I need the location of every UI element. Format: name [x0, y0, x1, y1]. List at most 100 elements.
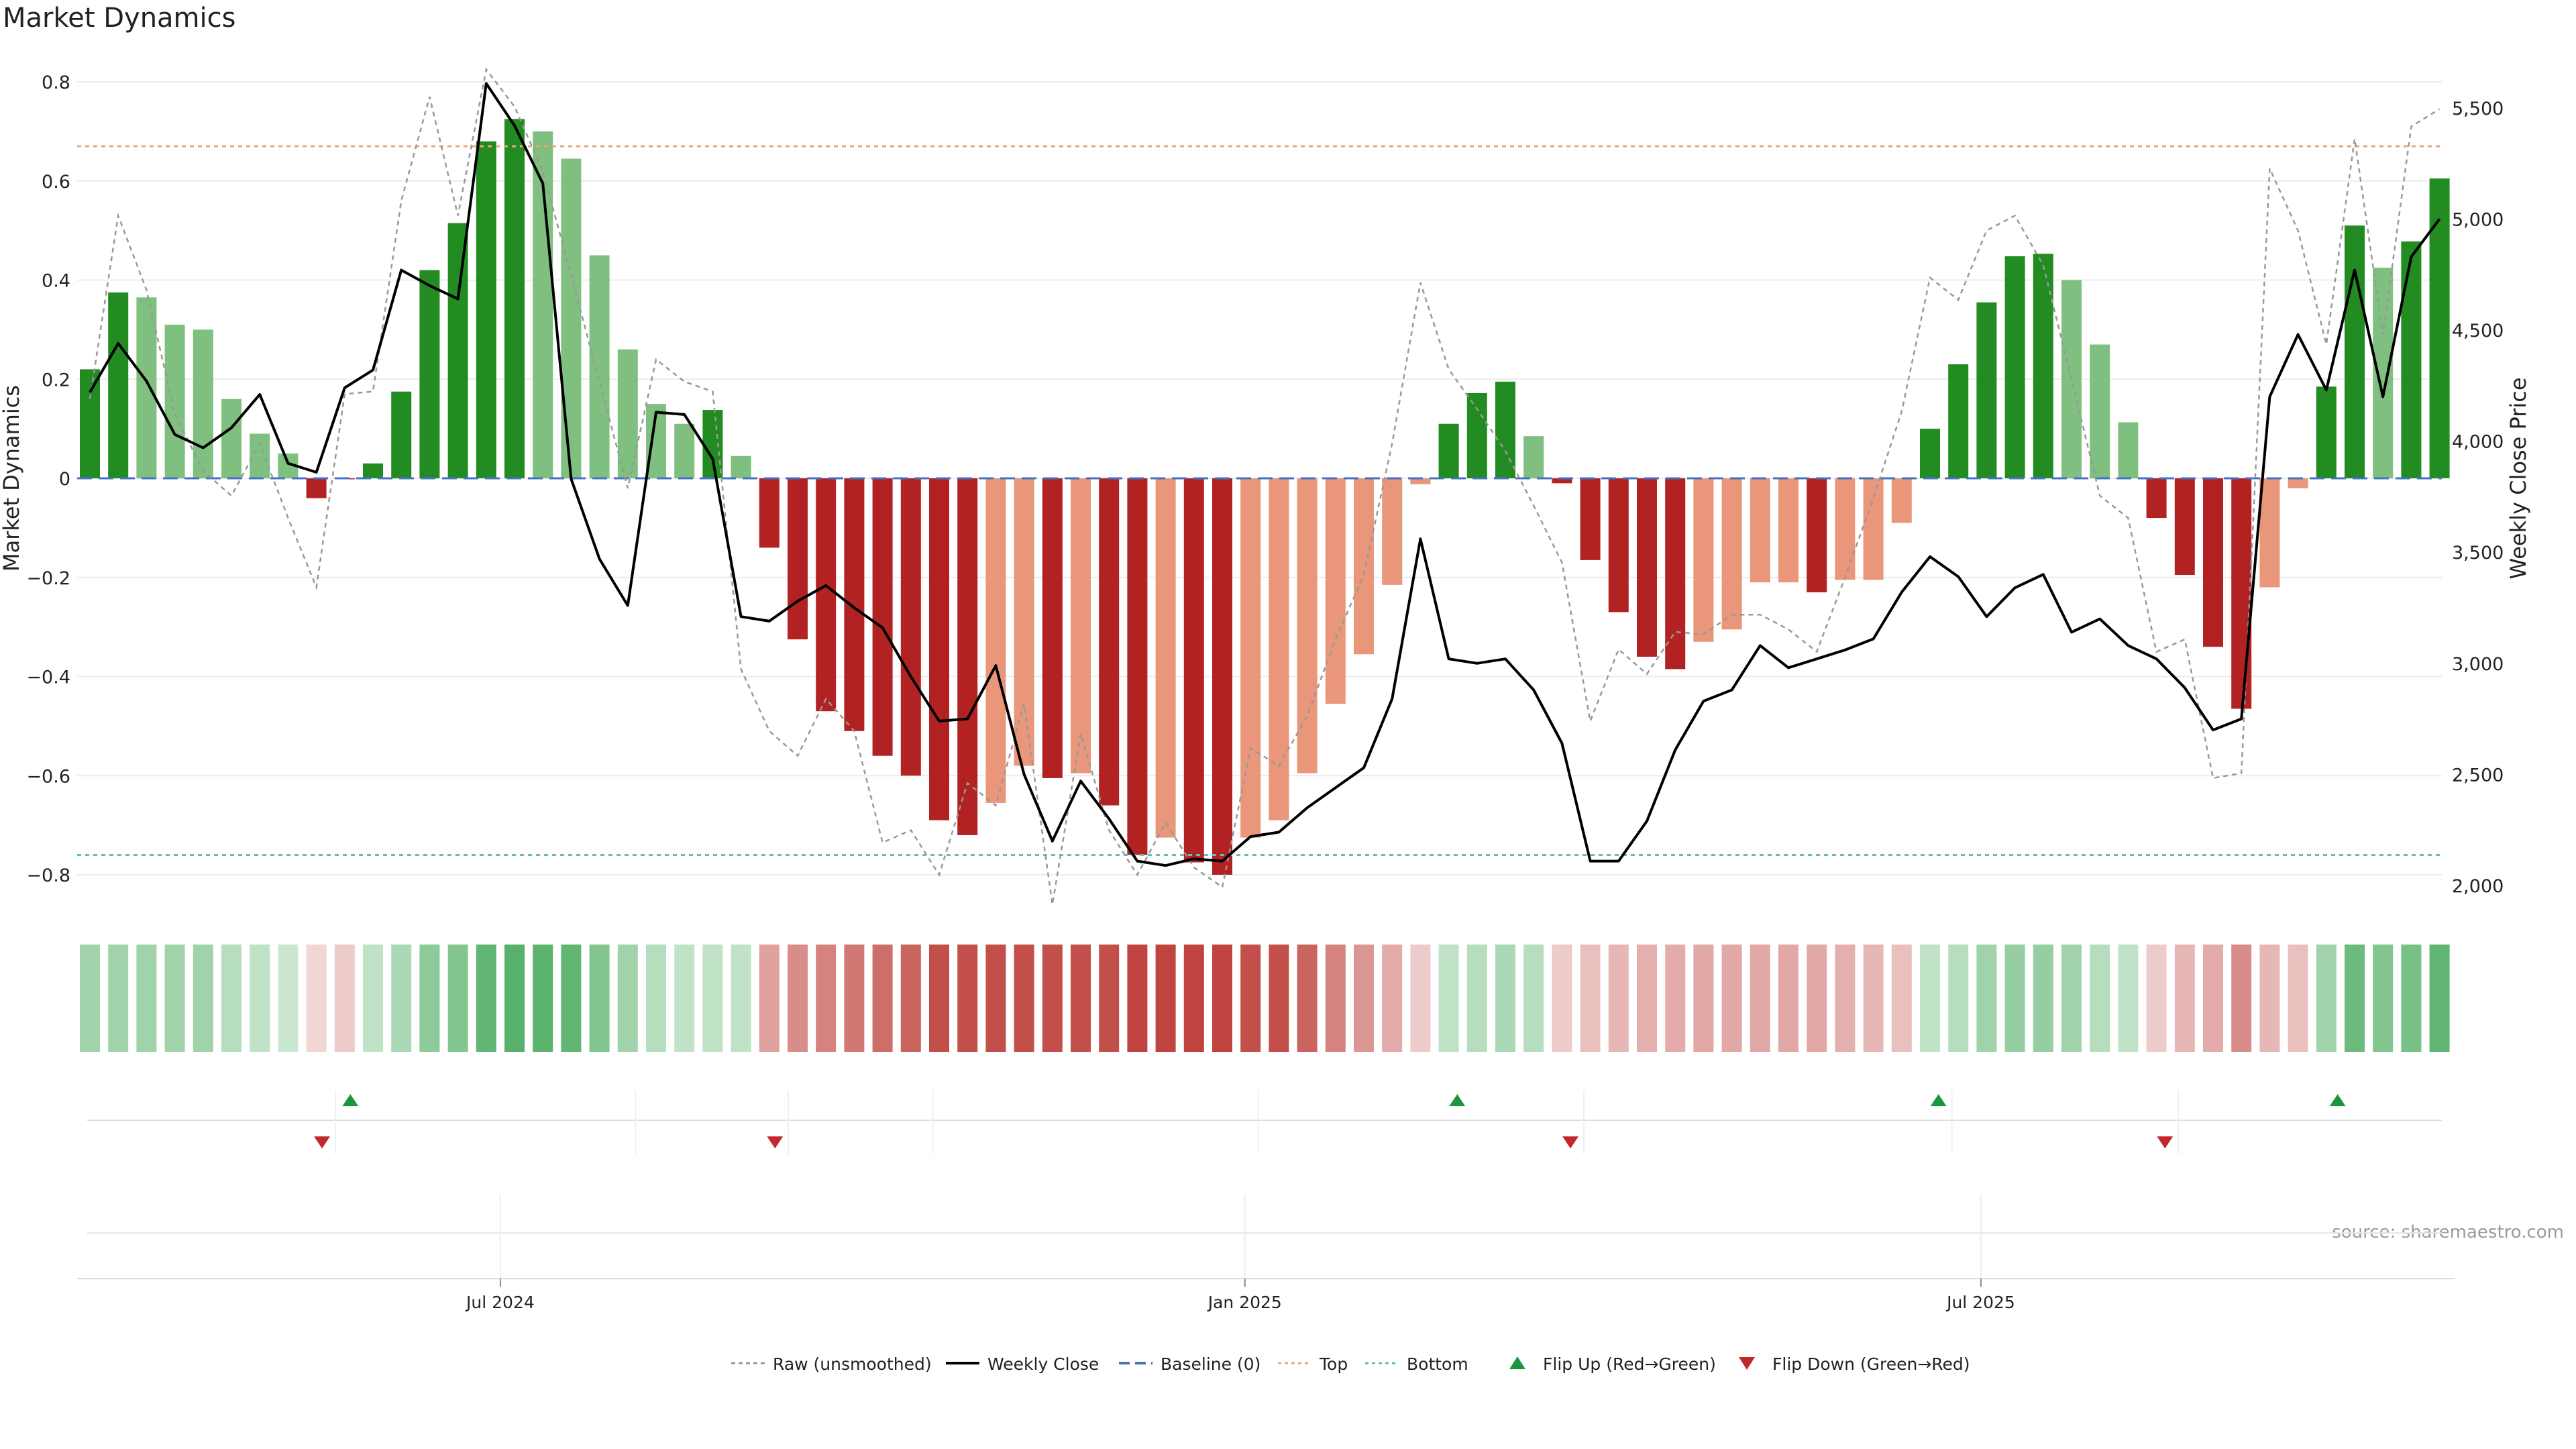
heat-cell: [872, 945, 893, 1052]
flip-down-marker: [2157, 1136, 2174, 1148]
flip-down-marker: [314, 1136, 331, 1148]
bar: [674, 423, 695, 478]
flip-up-marker: [342, 1094, 359, 1106]
flip-up-marker: [2329, 1094, 2346, 1106]
y2-tick-label: 3,000: [2452, 654, 2504, 675]
bar: [1608, 478, 1629, 612]
y2-tick-label: 4,000: [2452, 432, 2504, 453]
bar: [193, 329, 213, 478]
bar: [2345, 225, 2365, 478]
legend-item-close: Weekly Close: [946, 1354, 1099, 1374]
heat-cell: [1948, 945, 1969, 1052]
heat-cell: [250, 945, 270, 1052]
heat-cell: [1014, 945, 1034, 1052]
legend-label: Flip Down (Green→Red): [1772, 1354, 1970, 1374]
heat-cell: [80, 945, 100, 1052]
bar: [80, 369, 100, 478]
bar: [1466, 392, 1487, 478]
heat-strip: [80, 945, 2450, 1052]
bar: [1240, 478, 1261, 838]
bar: [447, 223, 468, 478]
heat-cell: [1807, 945, 1827, 1052]
heat-cell: [2231, 945, 2252, 1052]
bar: [2316, 386, 2337, 478]
bar: [1183, 478, 1204, 863]
legend-label: Bottom: [1407, 1354, 1468, 1374]
bar: [1014, 478, 1034, 766]
bar-series: [80, 119, 2450, 875]
heat-cell: [136, 945, 157, 1052]
bar: [2174, 478, 2195, 576]
legend-item-flip_down: Flip Down (Green→Red): [1739, 1354, 1970, 1374]
legend-label: Top: [1319, 1354, 1348, 1374]
y2-tick-label: 2,500: [2452, 765, 2504, 786]
bar: [1637, 478, 1657, 657]
bar: [391, 391, 412, 478]
heat-cell: [306, 945, 327, 1052]
heat-cell: [2203, 945, 2223, 1052]
heat-cell: [1127, 945, 1148, 1052]
heat-cell: [1750, 945, 1770, 1052]
heat-cell: [1042, 945, 1063, 1052]
heat-cell: [589, 945, 610, 1052]
heat-cell: [702, 945, 723, 1052]
bar: [1665, 478, 1686, 669]
bar: [1778, 478, 1799, 583]
bar: [816, 478, 837, 712]
y2-axis-label: Weekly Close Price: [2506, 377, 2531, 579]
bar: [1976, 302, 1997, 478]
legend-item-raw: Raw (unsmoothed): [731, 1354, 932, 1374]
heat-cell: [2345, 945, 2365, 1052]
heat-cell: [1155, 945, 1176, 1052]
bar: [957, 478, 978, 835]
x-tick-label: Jul 2025: [1945, 1293, 2015, 1312]
heat-cell: [957, 945, 978, 1052]
heat-cell: [1466, 945, 1487, 1052]
heat-cell: [1297, 945, 1318, 1052]
x-tick-label: Jul 2024: [465, 1293, 535, 1312]
heat-cell: [1693, 945, 1714, 1052]
heat-cell: [900, 945, 921, 1052]
heat-cell: [2033, 945, 2053, 1052]
heat-cell: [278, 945, 299, 1052]
heat-cell: [1071, 945, 1091, 1052]
bar: [419, 270, 440, 478]
heat-cell: [2429, 945, 2450, 1052]
y-tick-label: 0: [59, 469, 70, 490]
bar: [702, 410, 723, 478]
heat-cell: [2259, 945, 2280, 1052]
bar: [363, 463, 383, 478]
heat-cell: [1438, 945, 1459, 1052]
heat-cell: [617, 945, 638, 1052]
bar: [250, 433, 270, 478]
flip-up-marker: [1930, 1094, 1947, 1106]
heat-cell: [674, 945, 695, 1052]
bar: [221, 398, 241, 478]
chart-title: Market Dynamics: [3, 3, 236, 34]
bar: [1410, 478, 1431, 484]
bar: [1297, 478, 1318, 773]
bar: [1382, 478, 1403, 585]
bar: [1099, 478, 1120, 806]
bar: [617, 349, 638, 478]
heat-cell: [1269, 945, 1289, 1052]
bar: [844, 478, 865, 731]
heat-cell: [2061, 945, 2082, 1052]
legend-swatch-flip-up: [1509, 1356, 1525, 1369]
heat-cell: [2288, 945, 2308, 1052]
y2-tick-label: 4,500: [2452, 321, 2504, 341]
y2-tick-label: 5,500: [2452, 99, 2504, 119]
heat-cell: [108, 945, 129, 1052]
heat-cell: [1608, 945, 1629, 1052]
bar: [1042, 478, 1063, 778]
bar: [1325, 478, 1346, 704]
bar: [504, 119, 525, 478]
flip-down-marker: [767, 1136, 784, 1148]
bar: [1750, 478, 1770, 583]
bar: [164, 324, 185, 478]
heat-cell: [533, 945, 553, 1052]
heat-cell: [2316, 945, 2337, 1052]
heat-cell: [929, 945, 949, 1052]
bar: [2401, 241, 2422, 478]
heat-cell: [2401, 945, 2422, 1052]
